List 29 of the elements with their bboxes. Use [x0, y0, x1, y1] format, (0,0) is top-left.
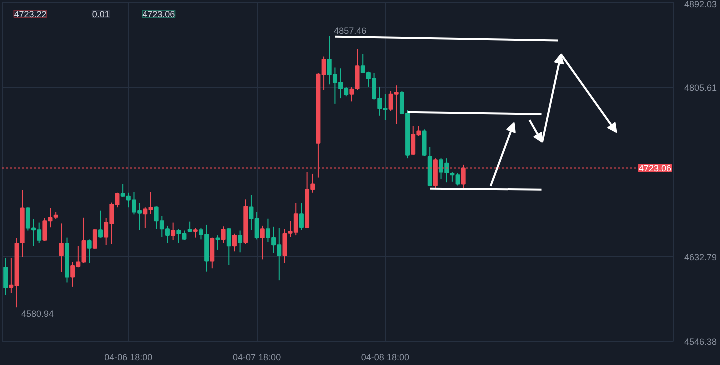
candlestick: [188, 221, 192, 233]
annotation: 4723.22: [14, 10, 47, 20]
annotation: 0.01: [92, 10, 110, 20]
candlestick: [232, 233, 237, 252]
candlestick: [92, 228, 98, 250]
candlestick: [226, 228, 232, 266]
candlestick: [221, 226, 226, 244]
candlestick: [193, 228, 198, 238]
candlestick: [216, 235, 220, 250]
candlestick: [4, 258, 8, 296]
y-tick-label: 4632.79: [684, 252, 718, 262]
candlestick: [59, 223, 64, 273]
x-tick-label: 04-06 18:00: [104, 352, 153, 362]
ref-line-label: 4723.06: [638, 164, 672, 174]
candlestick: [299, 202, 304, 231]
annotation: 4580.94: [21, 309, 54, 320]
y-tick-label: 4805.61: [684, 82, 718, 93]
y-tick-label: 4546.38: [684, 337, 718, 347]
annotation: 4857.46: [334, 26, 367, 36]
candlestick: [98, 210, 103, 238]
annotation: 4723.06: [142, 10, 176, 20]
x-tick-label: 04-08 18:00: [361, 352, 410, 362]
y-tick-label: 4892.03: [684, 0, 718, 10]
candlestick: [171, 222, 176, 241]
candlestick: [210, 237, 215, 270]
candlestick: [260, 225, 265, 260]
candlestick: [238, 230, 243, 254]
x-tick-label: 04-07 18:00: [233, 352, 282, 362]
candlestick: [87, 239, 92, 264]
